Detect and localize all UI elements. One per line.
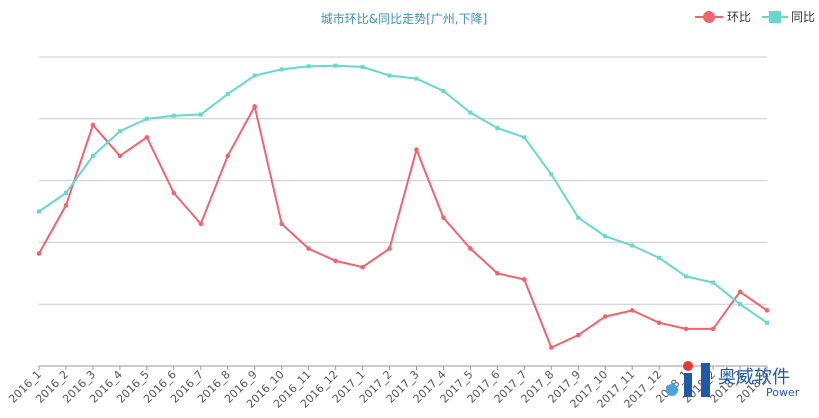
logo-name-en: Power <box>766 386 800 399</box>
data-point-1-19[interactable] <box>549 172 554 177</box>
data-point-1-15[interactable] <box>441 88 446 93</box>
data-point-0-7[interactable] <box>225 153 231 159</box>
logo-bar <box>684 373 692 397</box>
legend-item-0[interactable]: 环比 <box>695 10 751 24</box>
legend-marker-0 <box>703 11 715 23</box>
data-point-1-25[interactable] <box>711 280 716 285</box>
data-point-0-1[interactable] <box>63 203 69 208</box>
data-point-0-22[interactable] <box>629 308 635 313</box>
series-line-0 <box>38 103 768 349</box>
chart-title: 城市环比&同比走势[广州,下降] <box>321 11 488 26</box>
data-point-0-16[interactable] <box>468 246 473 251</box>
data-point-0-3[interactable] <box>117 153 123 159</box>
data-point-1-10[interactable] <box>306 64 311 69</box>
data-point-0-6[interactable] <box>198 221 204 227</box>
data-point-1-4[interactable] <box>144 116 149 121</box>
legend-label-0: 环比 <box>727 10 751 24</box>
data-point-0-0[interactable] <box>36 251 42 256</box>
data-point-1-7[interactable] <box>225 92 230 97</box>
data-point-0-25[interactable] <box>710 326 716 332</box>
legend-item-1[interactable]: 同比 <box>762 10 815 24</box>
data-point-1-14[interactable] <box>414 76 419 81</box>
logo-dot-red <box>683 361 693 371</box>
data-point-1-21[interactable] <box>603 234 608 239</box>
series-line-1 <box>38 64 768 324</box>
data-point-1-20[interactable] <box>576 215 581 220</box>
legend-label-1: 同比 <box>791 10 815 24</box>
data-point-0-10[interactable] <box>306 246 311 251</box>
data-point-0-15[interactable] <box>441 215 446 220</box>
data-point-0-13[interactable] <box>387 246 392 251</box>
data-point-1-27[interactable] <box>765 320 769 325</box>
data-point-1-17[interactable] <box>495 126 500 131</box>
legend: 环比 同比 <box>695 10 815 24</box>
data-point-0-8[interactable] <box>252 104 258 109</box>
data-point-0-24[interactable] <box>683 326 689 332</box>
gridlines <box>39 56 767 305</box>
data-point-0-17[interactable] <box>495 271 500 276</box>
data-point-1-6[interactable] <box>198 112 203 117</box>
data-point-1-9[interactable] <box>279 67 284 72</box>
data-point-0-11[interactable] <box>333 258 338 264</box>
data-point-1-26[interactable] <box>738 302 743 307</box>
data-point-1-11[interactable] <box>333 63 338 68</box>
data-point-1-16[interactable] <box>468 110 473 115</box>
logo-name-cn: 奥威软件 <box>718 367 790 388</box>
x-axis-ticks: 2016_12016_22016_32016_42016_52016_62016… <box>6 366 772 411</box>
data-point-0-27[interactable] <box>764 308 770 313</box>
data-point-1-1[interactable] <box>63 190 68 195</box>
data-point-0-19[interactable] <box>548 345 554 350</box>
brand-logo: 奥威软件 Power <box>666 361 800 399</box>
legend-marker-1 <box>769 11 781 23</box>
data-point-0-5[interactable] <box>171 190 177 196</box>
data-point-1-13[interactable] <box>387 73 392 78</box>
data-point-0-4[interactable] <box>144 135 150 140</box>
data-point-0-14[interactable] <box>414 147 419 152</box>
data-point-0-23[interactable] <box>656 320 662 326</box>
data-point-0-26[interactable] <box>737 289 743 295</box>
data-point-0-12[interactable] <box>360 264 365 270</box>
data-point-1-8[interactable] <box>252 73 257 78</box>
data-point-1-2[interactable] <box>90 153 95 158</box>
series-layer <box>36 63 770 350</box>
logo-dot-blue <box>666 384 678 396</box>
logo-bar-2 <box>701 363 710 397</box>
data-point-0-20[interactable] <box>575 332 581 338</box>
data-point-1-23[interactable] <box>657 255 662 260</box>
data-point-1-18[interactable] <box>522 135 527 140</box>
data-point-1-24[interactable] <box>684 274 689 279</box>
data-point-0-9[interactable] <box>279 221 284 227</box>
data-point-1-22[interactable] <box>630 243 635 248</box>
data-point-0-18[interactable] <box>522 277 527 282</box>
data-point-1-12[interactable] <box>360 64 365 69</box>
data-point-0-21[interactable] <box>602 314 608 319</box>
data-point-1-0[interactable] <box>37 209 41 214</box>
data-point-1-3[interactable] <box>117 129 122 134</box>
data-point-0-2[interactable] <box>90 122 96 128</box>
data-point-1-5[interactable] <box>171 113 176 118</box>
